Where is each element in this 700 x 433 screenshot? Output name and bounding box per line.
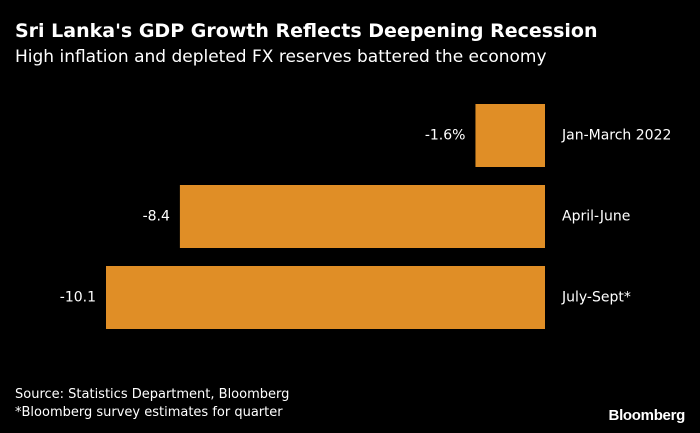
- chart-subtitle: High inflation and depleted FX reserves …: [15, 47, 547, 67]
- bar-2: [179, 185, 545, 248]
- category-label-2: April-June: [562, 209, 630, 225]
- data-label-2: -8.4: [143, 209, 170, 225]
- footnote: *Bloomberg survey estimates for quarter: [15, 405, 283, 420]
- source-note: Source: Statistics Department, Bloomberg: [15, 387, 290, 402]
- category-label-3: July-Sept*: [561, 290, 631, 306]
- bar-3: [106, 266, 545, 329]
- bar-1: [475, 104, 545, 167]
- bloomberg-logo: Bloomberg: [608, 407, 686, 424]
- data-label-1: -1.6%: [425, 128, 466, 144]
- chart-title: Sri Lanka's GDP Growth Reflects Deepenin…: [15, 20, 598, 42]
- category-label-1: Jan-March 2022: [561, 128, 671, 144]
- data-label-3: -10.1: [60, 290, 96, 306]
